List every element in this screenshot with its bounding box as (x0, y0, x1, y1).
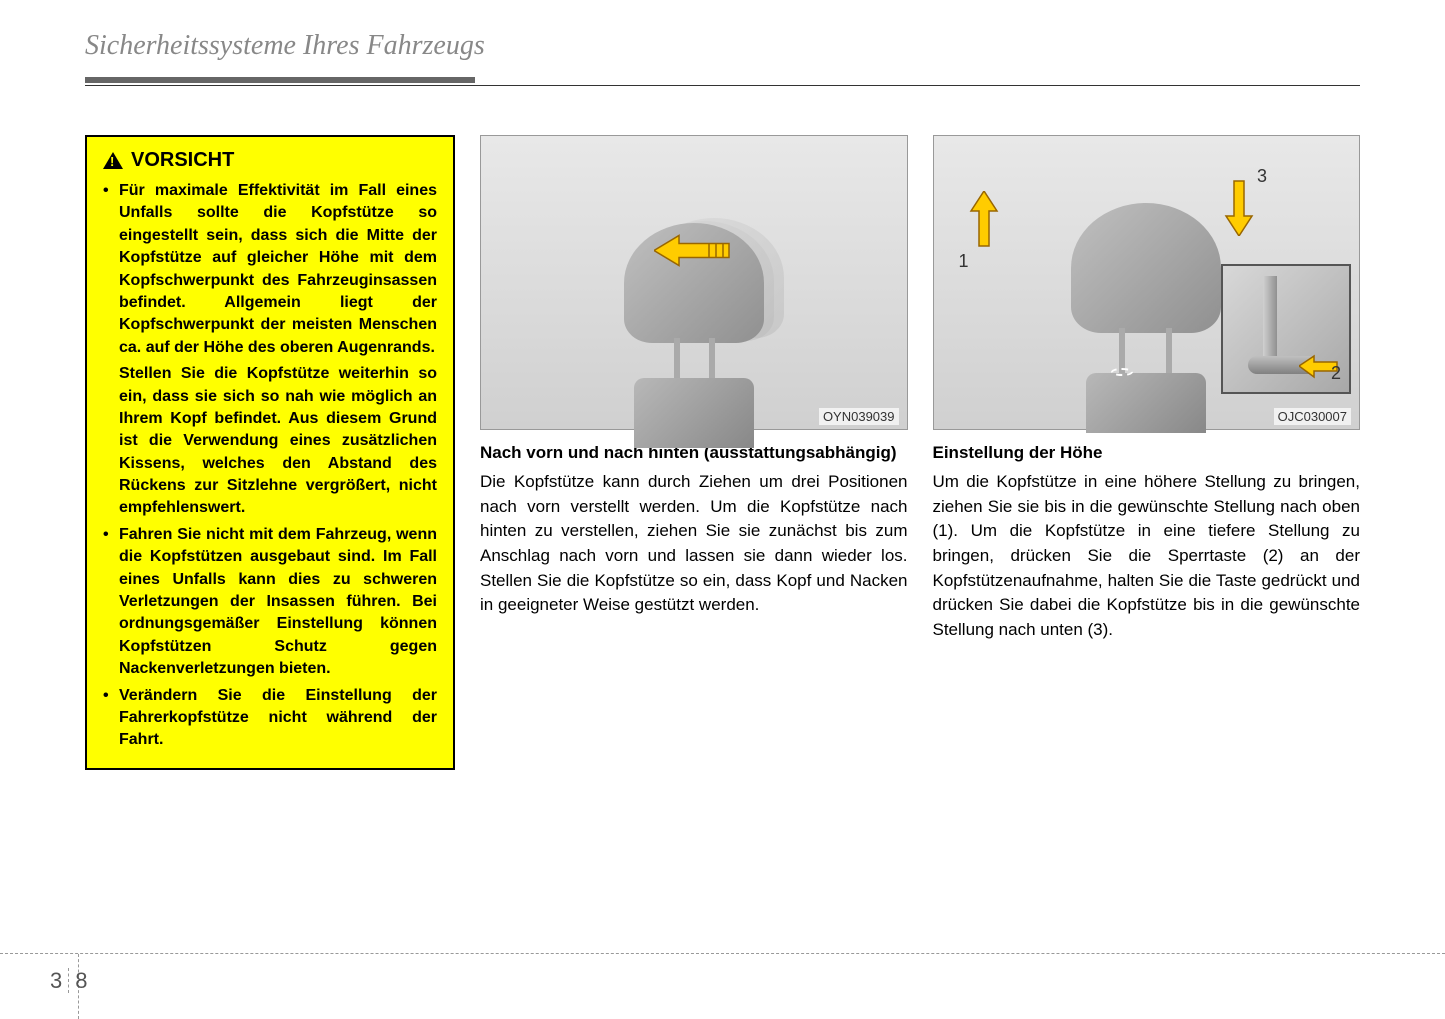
warning-header: VORSICHT (103, 149, 437, 172)
figure-label: OYN039039 (819, 408, 899, 425)
warning-sub-text: Stellen Sie die Kopfstütze weiterhin so … (103, 363, 437, 520)
page-header: Sicherheitssysteme Ihres Fahrzeugs (85, 30, 1360, 86)
inset-detail: 2 (1221, 264, 1351, 394)
figure-headrest-height: 1 3 2 OJC030007 (933, 135, 1361, 430)
header-rule-thin (85, 85, 1360, 86)
column-height: 1 3 2 OJC030007 Einstellung der Höhe Um (933, 135, 1361, 770)
arrow-left-icon (654, 231, 734, 276)
warning-item: Fahren Sie nicht mit dem Fahrzeug, wenn … (103, 524, 437, 681)
callout-number: 1 (959, 251, 969, 272)
section-text: Die Kopfstütze kann durch Ziehen um drei… (480, 470, 908, 618)
warning-item: Für maximale Effektivität im Fall eines … (103, 180, 437, 359)
headrest-main-icon (1071, 203, 1221, 333)
seat-back-icon (634, 378, 754, 448)
release-button-highlight-icon (1111, 368, 1133, 376)
post-detail-icon (1263, 276, 1277, 366)
arrow-up-icon (969, 191, 999, 256)
warning-list: Fahren Sie nicht mit dem Fahrzeug, wenn … (103, 524, 437, 752)
page-number: 38 (50, 968, 94, 994)
arrow-down-icon (1224, 176, 1254, 241)
warning-triangle-icon (103, 152, 123, 169)
callout-number: 3 (1257, 166, 1267, 187)
section-text: Um die Kopfstütze in eine höhere Stellun… (933, 470, 1361, 642)
section-title: Einstellung der Höhe (933, 442, 1361, 464)
content-area: VORSICHT Für maximale Effektivität im Fa… (85, 135, 1360, 770)
header-rule-thick (85, 77, 475, 83)
callout-number: 2 (1331, 363, 1341, 384)
chapter-number: 3 (50, 968, 62, 993)
warning-title: VORSICHT (131, 149, 234, 172)
page-title: Sicherheitssysteme Ihres Fahrzeugs (85, 30, 1360, 62)
headrest-illustration (1071, 203, 1221, 333)
figure-headrest-tilt: OYN039039 (480, 135, 908, 430)
warning-item: Verändern Sie die Einstellung der Fahrer… (103, 685, 437, 752)
warning-list: Für maximale Effektivität im Fall eines … (103, 180, 437, 359)
column-forward-back: OYN039039 Nach vorn und nach hinten (aus… (480, 135, 908, 770)
page-num-value: 8 (68, 968, 87, 993)
figure-label: OJC030007 (1274, 408, 1351, 425)
warning-box: VORSICHT Für maximale Effektivität im Fa… (85, 135, 455, 770)
footer-rule (0, 953, 1445, 954)
seat-back-icon (1086, 373, 1206, 433)
